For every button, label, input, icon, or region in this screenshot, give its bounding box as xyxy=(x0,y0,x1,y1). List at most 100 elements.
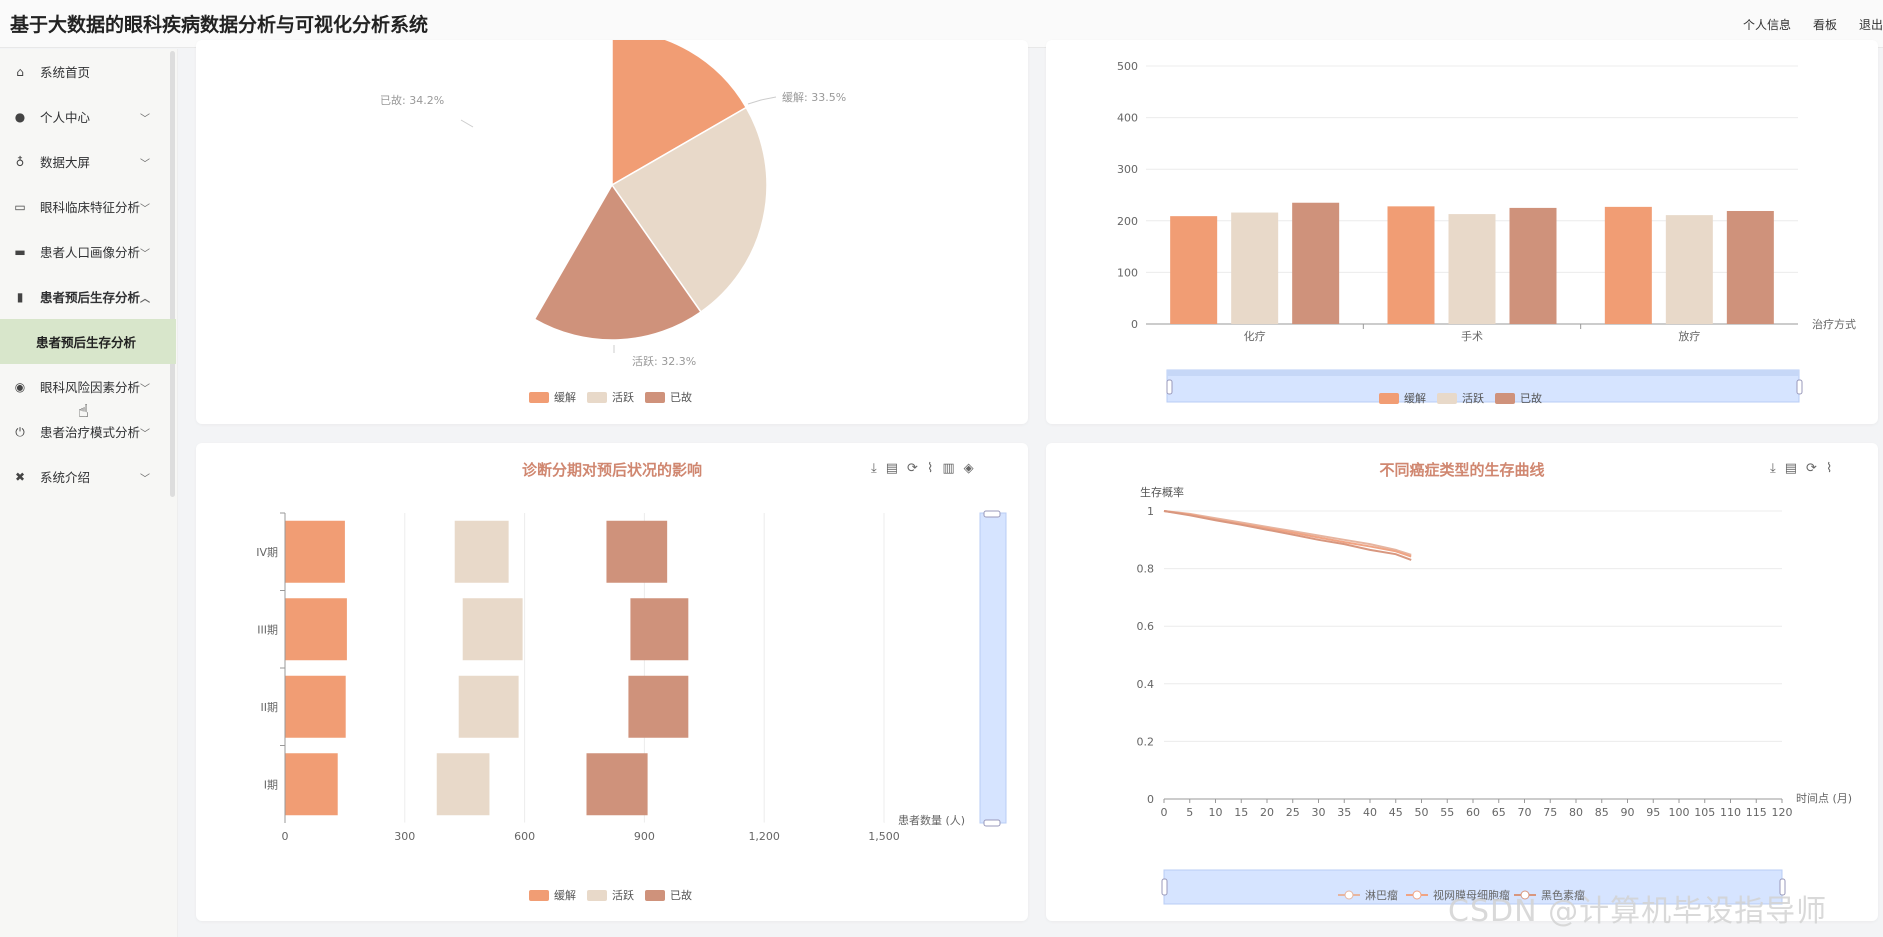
survival-legend-label[interactable]: 淋巴瘤 xyxy=(1365,888,1398,902)
sidebar-item-prognosis[interactable]: ▮ 患者预后生存分析 ︿ xyxy=(0,274,177,319)
y-tick-label: 1 xyxy=(1147,505,1154,518)
survival-line-黑色素瘤[interactable] xyxy=(1163,510,1412,561)
refresh-icon[interactable]: ⟳ xyxy=(907,461,918,476)
sidebar-item-label: 数据大屏 xyxy=(40,155,91,170)
stack-switch-icon[interactable]: ◈ xyxy=(963,461,974,476)
datazoom-bar[interactable] xyxy=(1167,370,1799,376)
bar-活跃-IV期[interactable] xyxy=(454,520,509,583)
microphone-icon: ♁ xyxy=(15,154,25,169)
pie-slice-2[interactable] xyxy=(533,183,702,341)
bar-已故-III期[interactable] xyxy=(630,598,689,661)
sidebar-subitem-prognosis[interactable]: 患者预后生存分析 xyxy=(0,319,176,364)
sidebar-item-bigscreen[interactable]: ♁ 数据大屏 ﹀ xyxy=(0,139,177,184)
stage-legend-swatch[interactable] xyxy=(645,890,665,901)
pie-legend-label[interactable]: 已故 xyxy=(670,390,692,404)
survival-line-淋巴瘤[interactable] xyxy=(1163,510,1412,556)
refresh-icon[interactable]: ⟳ xyxy=(1806,461,1817,476)
bar-switch-icon[interactable]: ▥ xyxy=(942,461,955,476)
bar-已故-II期[interactable] xyxy=(628,675,689,738)
bar-缓解-手术[interactable] xyxy=(1387,206,1435,324)
bar-活跃-III期[interactable] xyxy=(462,598,523,661)
bar-缓解-化疗[interactable] xyxy=(1170,216,1218,324)
pie-legend-label[interactable]: 缓解 xyxy=(554,390,576,404)
datazoom-slider[interactable] xyxy=(1163,869,1783,905)
x-tick-label: 手术 xyxy=(1461,329,1483,343)
data-view-icon[interactable]: ▤ xyxy=(1784,461,1798,476)
datazoom-handle[interactable] xyxy=(1166,379,1173,395)
download-icon[interactable]: ⤓ xyxy=(1770,461,1776,476)
bar-缓解-II期[interactable] xyxy=(285,675,346,738)
bar-legend-swatch[interactable] xyxy=(1495,393,1515,404)
datazoom-handle[interactable] xyxy=(983,510,1001,518)
datazoom-handle[interactable] xyxy=(1796,379,1803,395)
bar-活跃-手术[interactable] xyxy=(1448,214,1496,324)
bar-缓解-放疗[interactable] xyxy=(1604,206,1652,324)
datazoom-handle[interactable] xyxy=(1161,878,1168,896)
pie-legend-swatch[interactable] xyxy=(587,392,607,403)
profile-link[interactable]: 个人信息 xyxy=(1742,17,1791,32)
dashboard-link[interactable]: 看板 xyxy=(1812,17,1837,32)
line-switch-icon[interactable]: ⌇ xyxy=(1825,461,1833,476)
survival-legend-label[interactable]: 黑色素瘤 xyxy=(1541,888,1585,902)
stage-legend-label[interactable]: 缓解 xyxy=(554,888,576,902)
bar-已故-放疗[interactable] xyxy=(1726,210,1774,324)
bar-legend-label[interactable]: 活跃 xyxy=(1462,391,1484,405)
chart-toolbox: ⤓ ▤ ⟳ ⌇ ▥ ◈ xyxy=(871,461,974,476)
survival-legend-marker[interactable] xyxy=(1520,890,1530,900)
sidebar-item-treatment[interactable]: ⏻ 患者治疗模式分析 ﹀ xyxy=(0,409,177,454)
clipboard-icon: ▮ xyxy=(16,289,24,304)
bar-活跃-I期[interactable] xyxy=(436,753,490,816)
pie-legend-label[interactable]: 活跃 xyxy=(612,390,634,404)
stage-legend-swatch[interactable] xyxy=(587,890,607,901)
chevron-down-icon: ﹀ xyxy=(140,159,150,170)
download-icon[interactable]: ⤓ xyxy=(871,461,877,476)
sidebar-item-home[interactable]: ⌂ 系统首页 xyxy=(0,49,177,94)
survival-legend-label[interactable]: 视网膜母细胞瘤 xyxy=(1433,888,1510,902)
bar-legend-label[interactable]: 已故 xyxy=(1520,391,1542,405)
datazoom-slider[interactable] xyxy=(979,512,1007,824)
briefcase-icon: ▬ xyxy=(14,244,26,259)
bar-legend-label[interactable]: 缓解 xyxy=(1404,391,1426,405)
x-tick-label: 35 xyxy=(1337,806,1351,819)
sidebar-item-clinical[interactable]: ▭ 眼科临床特征分析 ﹀ xyxy=(0,184,177,229)
sidebar-scrollbar[interactable] xyxy=(170,51,175,497)
x-tick-label: 0 xyxy=(1161,806,1168,819)
pie-slice-1[interactable] xyxy=(610,106,768,314)
x-tick-label: 15 xyxy=(1234,806,1248,819)
sidebar-item-personal[interactable]: ● 个人中心 ﹀ xyxy=(0,94,177,139)
bar-已故-化疗[interactable] xyxy=(1292,202,1340,324)
bar-legend-swatch[interactable] xyxy=(1437,393,1457,404)
bar-缓解-I期[interactable] xyxy=(285,753,338,816)
data-view-icon[interactable]: ▤ xyxy=(885,461,899,476)
x-tick-label: 115 xyxy=(1746,806,1767,819)
bar-已故-I期[interactable] xyxy=(586,753,648,816)
pie-legend-swatch[interactable] xyxy=(529,392,549,403)
line-switch-icon[interactable]: ⌇ xyxy=(926,461,934,476)
sidebar-item-intro[interactable]: ✖ 系统介绍 ﹀ xyxy=(0,454,177,499)
sidebar-item-risk[interactable]: ◉ 眼科风险因素分析 ﹀ xyxy=(0,364,177,409)
bar-活跃-放疗[interactable] xyxy=(1665,215,1713,324)
logout-link[interactable]: 退出 xyxy=(1859,17,1883,32)
survival-legend-marker[interactable] xyxy=(1344,890,1354,900)
bar-活跃-化疗[interactable] xyxy=(1231,212,1279,324)
stage-legend-label[interactable]: 活跃 xyxy=(612,888,634,902)
stage-legend-label[interactable]: 已故 xyxy=(670,888,692,902)
survival-legend-marker[interactable] xyxy=(1412,890,1422,900)
datazoom-handle[interactable] xyxy=(1779,878,1786,896)
datazoom-handle[interactable] xyxy=(983,819,1001,827)
bar-legend-swatch[interactable] xyxy=(1379,393,1399,404)
y-tick-label: 0.2 xyxy=(1137,735,1155,748)
survival-line-card: 不同癌症类型的生存曲线 ⤓ ▤ ⟳ ⌇ 0 0.2 0.4 0.6 0.8 1 生存概率 0 5… xyxy=(1046,443,1878,921)
sidebar-item-portrait[interactable]: ▬ 患者人口画像分析 ﹀ xyxy=(0,229,177,274)
bar-已故-IV期[interactable] xyxy=(606,520,668,583)
bar-缓解-IV期[interactable] xyxy=(285,520,345,583)
x-tick-label: 40 xyxy=(1363,806,1377,819)
bar-已故-手术[interactable] xyxy=(1509,207,1557,324)
bar-活跃-II期[interactable] xyxy=(458,675,519,738)
stage-legend-swatch[interactable] xyxy=(529,890,549,901)
pie-legend-swatch[interactable] xyxy=(645,392,665,403)
chevron-down-icon: ﹀ xyxy=(140,384,150,395)
bar-缓解-III期[interactable] xyxy=(285,598,347,661)
